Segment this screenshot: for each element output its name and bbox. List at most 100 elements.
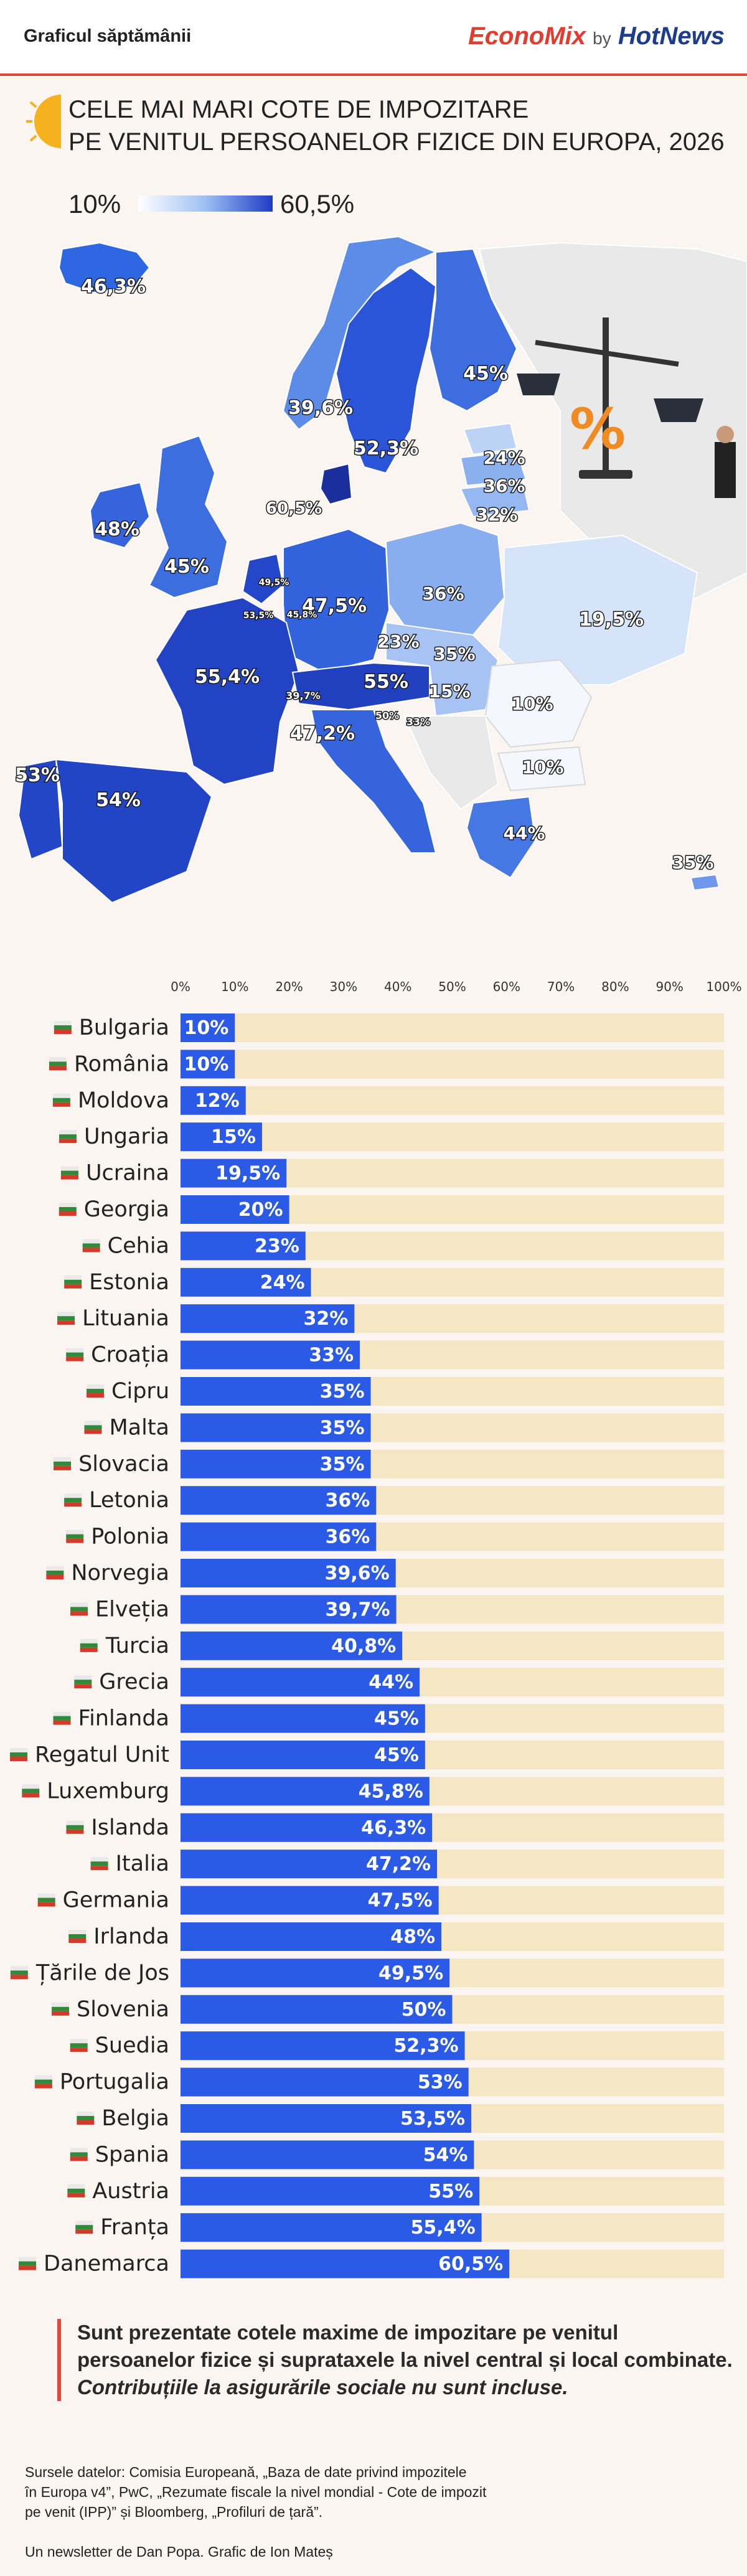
- map-label-slovenia: 50%: [375, 710, 399, 722]
- country-flag-icon: [59, 1130, 77, 1144]
- country-flag-icon: [66, 1348, 84, 1361]
- bar-value-label: 45%: [374, 1708, 419, 1730]
- title-line-2: PE VENITUL PERSOANELOR FIZICE DIN EUROPA…: [68, 128, 725, 156]
- x-tick-label: 60%: [493, 979, 520, 994]
- category-label: Finlanda: [78, 1706, 169, 1731]
- map-label-elveția: 39,7%: [286, 690, 321, 702]
- bar-value-label: 32%: [304, 1308, 349, 1330]
- bar-value-label: 36%: [325, 1490, 370, 1511]
- footnote-emphasis: Contribuțiile la asigurările sociale nu …: [77, 2376, 568, 2399]
- x-tick-label: 0%: [171, 979, 190, 994]
- bar: [181, 1377, 371, 1406]
- bar: [181, 1958, 450, 1988]
- bar-value-label: 45%: [374, 1744, 419, 1766]
- brand-economix: EconoMix: [468, 22, 586, 50]
- bar-value-label: 24%: [260, 1272, 305, 1294]
- bar-row: 39,6% Norvegia: [46, 1559, 724, 1587]
- bar: [181, 1413, 371, 1442]
- category-label: Cehia: [108, 1233, 169, 1258]
- map-label-letonia: 36%: [483, 476, 525, 496]
- bar: [181, 1013, 235, 1042]
- bar-row: 33% Croația: [66, 1340, 724, 1370]
- category-label: Turcia: [105, 1634, 169, 1658]
- country-flag-icon: [60, 1166, 78, 1180]
- country-flag-icon: [59, 1203, 77, 1216]
- category-label: Slovenia: [77, 1997, 169, 2022]
- map-label-cehia: 23%: [377, 631, 419, 652]
- bar-value-label: 47,2%: [366, 1853, 431, 1875]
- country-flag-icon: [52, 2002, 70, 2016]
- bar-row: 47,2% Italia: [90, 1850, 724, 1879]
- bar-value-label: 44%: [369, 1671, 413, 1693]
- sources-text: Sursele datelor: Comisia Europeană, „Baz…: [25, 2462, 510, 2522]
- category-label: Luxemburg: [47, 1779, 169, 1803]
- chart-title: CELE MAI MARI COTE DE IMPOZITARE PE VENI…: [68, 93, 725, 158]
- bar: [181, 1813, 433, 1842]
- country-flag-icon: [10, 1748, 28, 1761]
- bar: [181, 1340, 360, 1370]
- bar-row: 19,5% Ucraina: [60, 1159, 724, 1188]
- bar-value-label: 35%: [320, 1381, 365, 1403]
- map-latvia: [459, 450, 527, 487]
- bar: [181, 2213, 482, 2242]
- bar-value-label: 15%: [211, 1126, 256, 1148]
- sources-line-2: în Europa v4”, PwC, „Rezumate fiscale la…: [25, 2484, 487, 2500]
- x-tick-label: 30%: [330, 979, 357, 994]
- bar-row: 55,4% Franța: [75, 2213, 724, 2242]
- header-bar: Graficul săptămânii EconoMix by HotNews: [0, 0, 747, 76]
- bar-value-label: 53,5%: [400, 2108, 465, 2130]
- country-flag-icon: [57, 1312, 75, 1325]
- brand-logo[interactable]: EconoMix by HotNews: [468, 22, 725, 50]
- bar: [181, 1159, 287, 1188]
- bar-row: 35% Malta: [84, 1413, 724, 1442]
- category-label: Islanda: [91, 1815, 169, 1840]
- bar-row: 45% Finlanda: [53, 1704, 724, 1733]
- sun-icon: [26, 95, 61, 148]
- map-label-ungaria: 15%: [428, 681, 470, 702]
- bar: [181, 1922, 442, 1951]
- bar-row: 40,8% Turcia: [80, 1631, 724, 1660]
- country-flag-icon: [22, 1784, 40, 1798]
- bar-row: 39,7% Elveția: [70, 1595, 724, 1624]
- bar: [181, 1304, 355, 1333]
- map-label-irlanda: 48%: [95, 519, 139, 540]
- category-label: România: [74, 1051, 169, 1076]
- bar-value-label: 54%: [423, 2144, 468, 2166]
- category-label: Elveția: [95, 1597, 169, 1622]
- country-flag-icon: [77, 2112, 95, 2125]
- map-label-luxemburg: 45,8%: [287, 610, 317, 620]
- bar-rows: 10% Bulgaria 10% România 12% Moldova 15% Ungari…: [10, 1013, 724, 2278]
- bar: [181, 1050, 235, 1079]
- bar-value-label: 53%: [418, 2072, 463, 2094]
- country-flag-icon: [54, 1457, 72, 1470]
- country-flag-icon: [49, 1057, 67, 1071]
- sources-line-3: pe venit (IPP)” și Bloomberg, „Profiluri…: [25, 2504, 323, 2520]
- category-label: Moldova: [78, 1088, 169, 1113]
- bar-value-label: 50%: [402, 1999, 446, 2021]
- bar-row: 45% Regatul Unit: [10, 1741, 724, 1769]
- map-label-lituania: 32%: [476, 504, 517, 525]
- bar-value-label: 10%: [184, 1017, 228, 1039]
- category-label: Irlanda: [93, 1924, 169, 1949]
- bar-row: 47,5% Germania: [37, 1886, 724, 1915]
- bar-value-label: 47,5%: [368, 1890, 433, 1912]
- country-flag-icon: [53, 1711, 71, 1725]
- bar-value-label: 60,5%: [438, 2254, 503, 2275]
- bar-track: [181, 1122, 724, 1152]
- x-tick-label: 40%: [384, 979, 411, 994]
- europe-map: % 46,3% 39,6%52,3% 45% 24% 36% 32% 60,5% 48% 45%…: [14, 235, 747, 904]
- bar-row: 54% Spania: [70, 2140, 724, 2169]
- map-alpine: [291, 662, 430, 711]
- map-estonia: [463, 422, 518, 456]
- category-label: Belgia: [101, 2106, 169, 2131]
- map-label-italia: 47,2%: [290, 723, 355, 745]
- category-label: Polonia: [91, 1525, 169, 1549]
- bar: [181, 1522, 377, 1551]
- category-label: Austria: [92, 2179, 169, 2204]
- x-tick-label: 10%: [221, 979, 248, 994]
- bar-value-label: 12%: [195, 1090, 240, 1112]
- bar: [181, 1741, 425, 1769]
- country-flag-icon: [75, 2221, 93, 2234]
- footnote-box: Sunt prezentate cotele maxime de impozit…: [57, 2319, 737, 2401]
- country-flag-icon: [70, 1602, 88, 1616]
